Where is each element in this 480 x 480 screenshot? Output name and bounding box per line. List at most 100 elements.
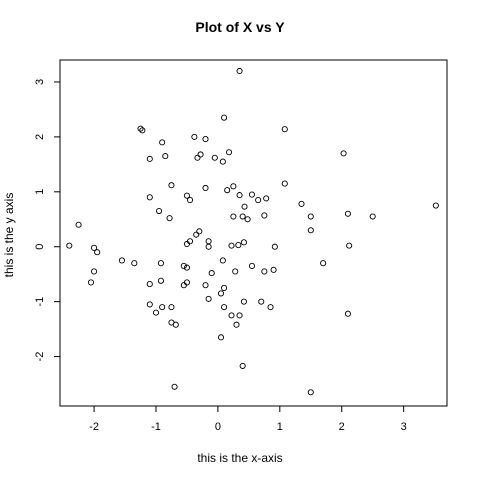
data-point <box>118 257 125 264</box>
x-tick-label: 2 <box>339 421 345 433</box>
y-axis-label: this is the y axis <box>2 192 16 278</box>
data-point <box>271 243 278 250</box>
data-point <box>131 260 138 267</box>
data-point <box>152 309 160 316</box>
data-point <box>180 262 187 270</box>
y-axis: -2 -1 0 1 2 3 <box>34 79 61 362</box>
data-point <box>344 310 351 317</box>
data-point <box>267 304 274 311</box>
data-point <box>224 187 231 194</box>
data-point <box>186 238 194 245</box>
data-point <box>219 257 226 264</box>
data-point <box>236 67 243 75</box>
data-point <box>307 389 314 396</box>
data-point <box>205 243 212 250</box>
data-point <box>171 383 178 390</box>
data-point <box>261 212 268 219</box>
data-point <box>230 183 237 190</box>
data-point <box>183 192 190 199</box>
data-point <box>232 268 239 275</box>
data-point <box>157 277 164 284</box>
data-point <box>236 192 243 199</box>
data-point <box>166 215 173 222</box>
x-tick-label: 1 <box>277 421 283 433</box>
data-point <box>263 195 270 202</box>
data-point <box>202 184 209 192</box>
data-point <box>197 151 204 158</box>
x-tick-label: -1 <box>151 421 161 433</box>
data-point <box>255 196 262 204</box>
y-tick-label: -1 <box>34 297 46 307</box>
data-point <box>205 238 212 245</box>
data-point <box>228 312 235 319</box>
data-point <box>217 334 225 341</box>
y-tick-label: 2 <box>34 134 46 140</box>
data-point <box>298 200 305 207</box>
data-point <box>241 203 248 210</box>
data-point <box>230 213 237 220</box>
data-point <box>168 182 175 189</box>
data-point <box>146 194 153 201</box>
data-point <box>432 202 439 209</box>
data-point <box>94 249 101 256</box>
data-point <box>202 282 209 289</box>
data-point <box>87 279 95 286</box>
data-point <box>236 312 243 319</box>
data-point <box>202 136 209 143</box>
data-point <box>168 304 175 311</box>
data-point <box>369 213 376 220</box>
x-axis-label: this is the x-axis <box>197 451 283 465</box>
data-point <box>183 279 190 286</box>
data-point <box>91 244 98 251</box>
data-point <box>258 298 265 305</box>
data-point <box>221 304 228 311</box>
data-point <box>156 207 163 215</box>
data-points <box>66 67 439 396</box>
y-tick-label: -2 <box>34 352 46 362</box>
data-point <box>211 154 218 161</box>
data-point <box>340 150 347 157</box>
data-point <box>196 228 203 235</box>
data-point <box>244 216 251 223</box>
data-point <box>159 139 166 146</box>
plot-frame <box>59 59 448 407</box>
data-point <box>221 284 228 291</box>
data-point <box>193 231 200 238</box>
data-point <box>172 321 179 328</box>
data-point <box>191 133 198 140</box>
data-point <box>186 196 194 204</box>
y-tick-label: 3 <box>34 79 46 85</box>
data-point <box>221 114 228 121</box>
x-tick-label: -2 <box>89 421 99 433</box>
data-point <box>307 213 314 220</box>
data-point <box>159 304 166 311</box>
data-point <box>307 227 314 234</box>
data-point <box>320 260 327 267</box>
data-point <box>228 242 235 249</box>
data-point <box>281 180 288 187</box>
data-point <box>346 242 353 249</box>
data-point <box>219 158 226 165</box>
data-point <box>248 191 256 198</box>
x-axis: -2 -1 0 1 2 3 <box>89 405 407 433</box>
data-point <box>225 149 233 156</box>
data-point <box>240 298 247 305</box>
data-point <box>157 260 164 267</box>
y-tick-label: 0 <box>34 244 46 250</box>
data-point <box>208 270 215 277</box>
data-point <box>183 264 190 271</box>
data-point <box>261 268 268 275</box>
y-tick-label: 1 <box>34 189 46 195</box>
data-point <box>137 125 144 132</box>
data-point <box>162 153 169 160</box>
x-tick-label: 0 <box>215 421 221 433</box>
data-point <box>205 295 212 302</box>
data-point <box>91 268 98 275</box>
data-point <box>233 321 240 328</box>
data-point <box>239 213 246 220</box>
data-point <box>146 155 153 162</box>
data-point <box>66 242 73 249</box>
data-point <box>344 210 351 217</box>
data-point <box>146 301 153 308</box>
